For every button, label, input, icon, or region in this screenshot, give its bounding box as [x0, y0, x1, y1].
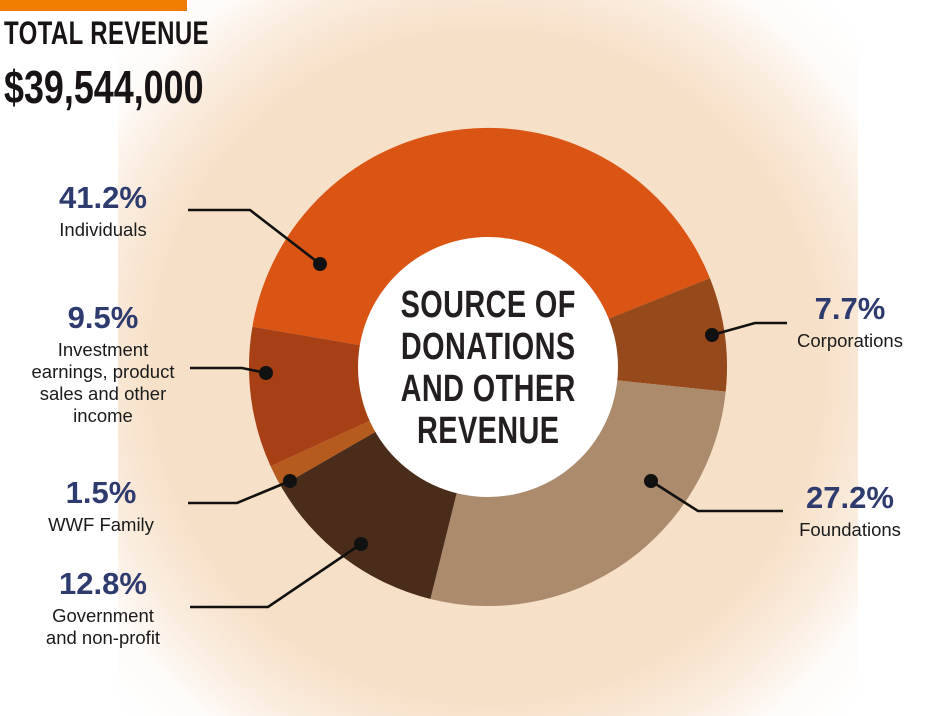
- leader-dots: [259, 257, 719, 551]
- leader-line-wwf-family: [188, 479, 291, 505]
- segment-label-corporations: Corporations: [797, 329, 903, 351]
- callout-foundations: 27.2% Foundations: [779, 480, 921, 541]
- segment-pct-corporations: 7.7%: [814, 291, 886, 326]
- leader-dot-individuals: [313, 257, 327, 271]
- leader-line-investment: [190, 366, 267, 375]
- segment-label-investment: Investment earnings, product sales and o…: [31, 338, 175, 427]
- segment-pct-investment: 9.5%: [67, 300, 139, 335]
- segment-label-foundations: Foundations: [799, 518, 901, 540]
- callout-wwf-family: 1.5% WWF Family: [25, 475, 177, 536]
- segment-pct-individuals: 41.2%: [59, 180, 147, 215]
- accent-bar: [0, 0, 187, 11]
- leader-line-government: [190, 542, 362, 609]
- header: TOTAL REVENUE $39,544,000: [4, 15, 277, 113]
- chart-center-title: SOURCE OF DONATIONS AND OTHER REVENUE: [338, 284, 638, 452]
- callout-individuals: 41.2% Individuals: [27, 180, 179, 241]
- donut-hole: [358, 237, 618, 497]
- leader-dot-wwf-family: [283, 474, 297, 488]
- segment-label-wwf-family: WWF Family: [48, 513, 154, 535]
- callout-corporations: 7.7% Corporations: [779, 291, 921, 352]
- segment-label-individuals: Individuals: [59, 218, 147, 240]
- callout-investment: 9.5% Investment earnings, product sales …: [21, 300, 185, 427]
- total-revenue-amount: $39,544,000: [4, 61, 204, 113]
- leader-line-foundations: [650, 479, 783, 513]
- total-revenue-label: TOTAL REVENUE: [4, 15, 209, 51]
- leader-line-individuals: [188, 208, 321, 266]
- leader-dot-government: [354, 537, 368, 551]
- segment-pct-wwf-family: 1.5%: [65, 475, 137, 510]
- leader-line-corporations: [711, 321, 787, 337]
- leader-dot-investment: [259, 366, 273, 380]
- leader-dot-foundations: [644, 474, 658, 488]
- chart-center-title-text: SOURCE OF DONATIONS AND OTHER REVENUE: [400, 284, 576, 452]
- segment-pct-government: 12.8%: [59, 566, 147, 601]
- segment-pct-foundations: 27.2%: [806, 480, 894, 515]
- leader-lines: [188, 208, 787, 609]
- segment-label-government: Government and non-profit: [45, 604, 161, 648]
- callout-government: 12.8% Government and non-profit: [27, 566, 179, 649]
- leader-dot-corporations: [705, 328, 719, 342]
